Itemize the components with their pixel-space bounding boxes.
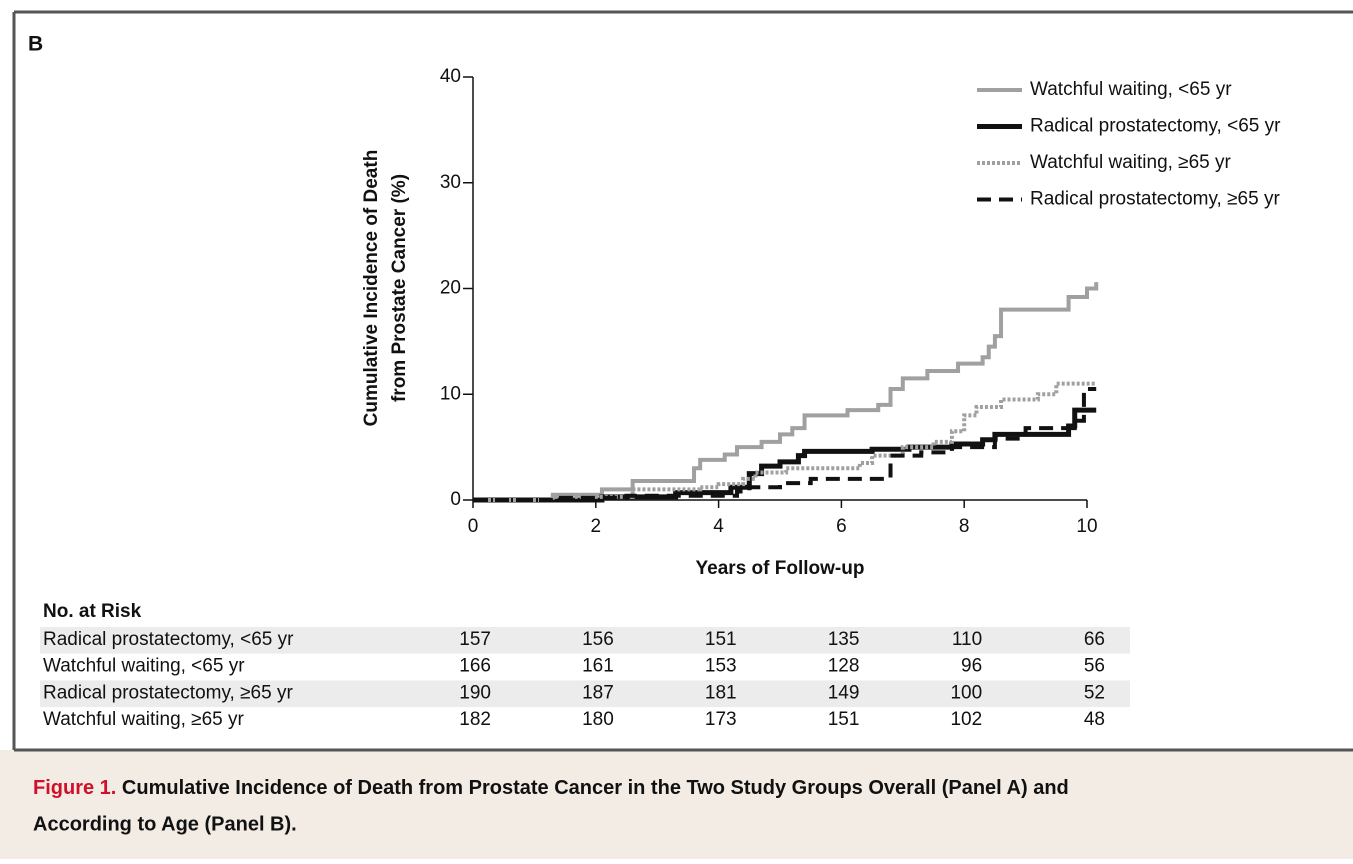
risk-count: 190 xyxy=(459,682,491,703)
y-tick-label: 10 xyxy=(440,383,461,404)
x-tick-label: 8 xyxy=(959,516,970,537)
legend-label: Radical prostatectomy, <65 yr xyxy=(1030,116,1281,137)
series-line xyxy=(473,381,1097,502)
y-axis-label: Cumulative Incidence of Death xyxy=(361,150,382,427)
y-tick-label: 0 xyxy=(450,489,461,510)
risk-count: 102 xyxy=(950,709,982,730)
risk-count: 187 xyxy=(582,682,614,703)
series-line xyxy=(473,407,1097,503)
risk-count: 135 xyxy=(828,629,860,650)
risk-count: 151 xyxy=(705,629,737,650)
risk-row-label: Radical prostatectomy, <65 yr xyxy=(43,629,294,650)
x-tick-label: 10 xyxy=(1076,516,1097,537)
risk-count: 48 xyxy=(1084,709,1105,730)
y-tick-label: 20 xyxy=(440,278,461,299)
risk-row-label: Watchful waiting, <65 yr xyxy=(43,656,245,677)
risk-count: 128 xyxy=(828,656,860,677)
legend-label: Radical prostatectomy, ≥65 yr xyxy=(1030,189,1280,210)
y-axis-label: from Prostate Cancer (%) xyxy=(389,174,410,402)
x-tick-label: 6 xyxy=(836,516,847,537)
risk-row-shade xyxy=(40,627,1130,654)
risk-title: No. at Risk xyxy=(43,601,142,622)
risk-count: 156 xyxy=(582,629,614,650)
risk-count: 151 xyxy=(828,709,860,730)
risk-row-shade xyxy=(40,680,1130,708)
y-tick-label: 40 xyxy=(440,66,461,87)
caption-text: Cumulative Incidence of Death from Prost… xyxy=(122,777,1069,799)
risk-count: 153 xyxy=(705,656,737,677)
risk-count: 56 xyxy=(1084,656,1105,677)
y-tick-label: 30 xyxy=(440,172,461,193)
x-axis-label: Years of Follow-up xyxy=(696,558,865,579)
risk-count: 52 xyxy=(1084,682,1105,703)
caption-line: Figure 1. Cumulative Incidence of Death … xyxy=(33,777,1069,799)
x-tick-label: 2 xyxy=(591,516,602,537)
caption-line: According to Age (Panel B). xyxy=(33,813,297,835)
x-tick-label: 4 xyxy=(713,516,724,537)
caption-label: Figure 1. xyxy=(33,777,116,799)
risk-count: 161 xyxy=(582,656,614,677)
risk-count: 100 xyxy=(950,682,982,703)
risk-count: 166 xyxy=(459,656,491,677)
risk-count: 66 xyxy=(1084,629,1105,650)
risk-count: 157 xyxy=(459,629,491,650)
series-line xyxy=(473,282,1099,502)
series-line xyxy=(473,386,1097,502)
x-tick-label: 0 xyxy=(468,516,479,537)
risk-count: 180 xyxy=(582,709,614,730)
risk-count: 173 xyxy=(705,709,737,730)
risk-count: 96 xyxy=(961,656,982,677)
risk-count: 181 xyxy=(705,682,737,703)
panel-label: B xyxy=(28,33,43,56)
risk-row-label: Radical prostatectomy, ≥65 yr xyxy=(43,682,293,703)
risk-count: 149 xyxy=(828,682,860,703)
legend-label: Watchful waiting, <65 yr xyxy=(1030,79,1232,100)
legend-label: Watchful waiting, ≥65 yr xyxy=(1030,152,1232,173)
risk-count: 110 xyxy=(952,629,982,650)
caption-box xyxy=(0,750,1353,859)
risk-row-label: Watchful waiting, ≥65 yr xyxy=(43,709,245,730)
risk-count: 182 xyxy=(459,709,491,730)
